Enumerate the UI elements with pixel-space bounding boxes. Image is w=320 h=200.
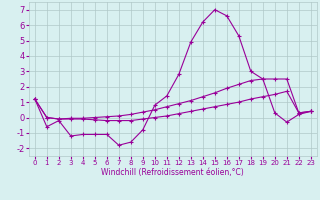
X-axis label: Windchill (Refroidissement éolien,°C): Windchill (Refroidissement éolien,°C) (101, 168, 244, 177)
